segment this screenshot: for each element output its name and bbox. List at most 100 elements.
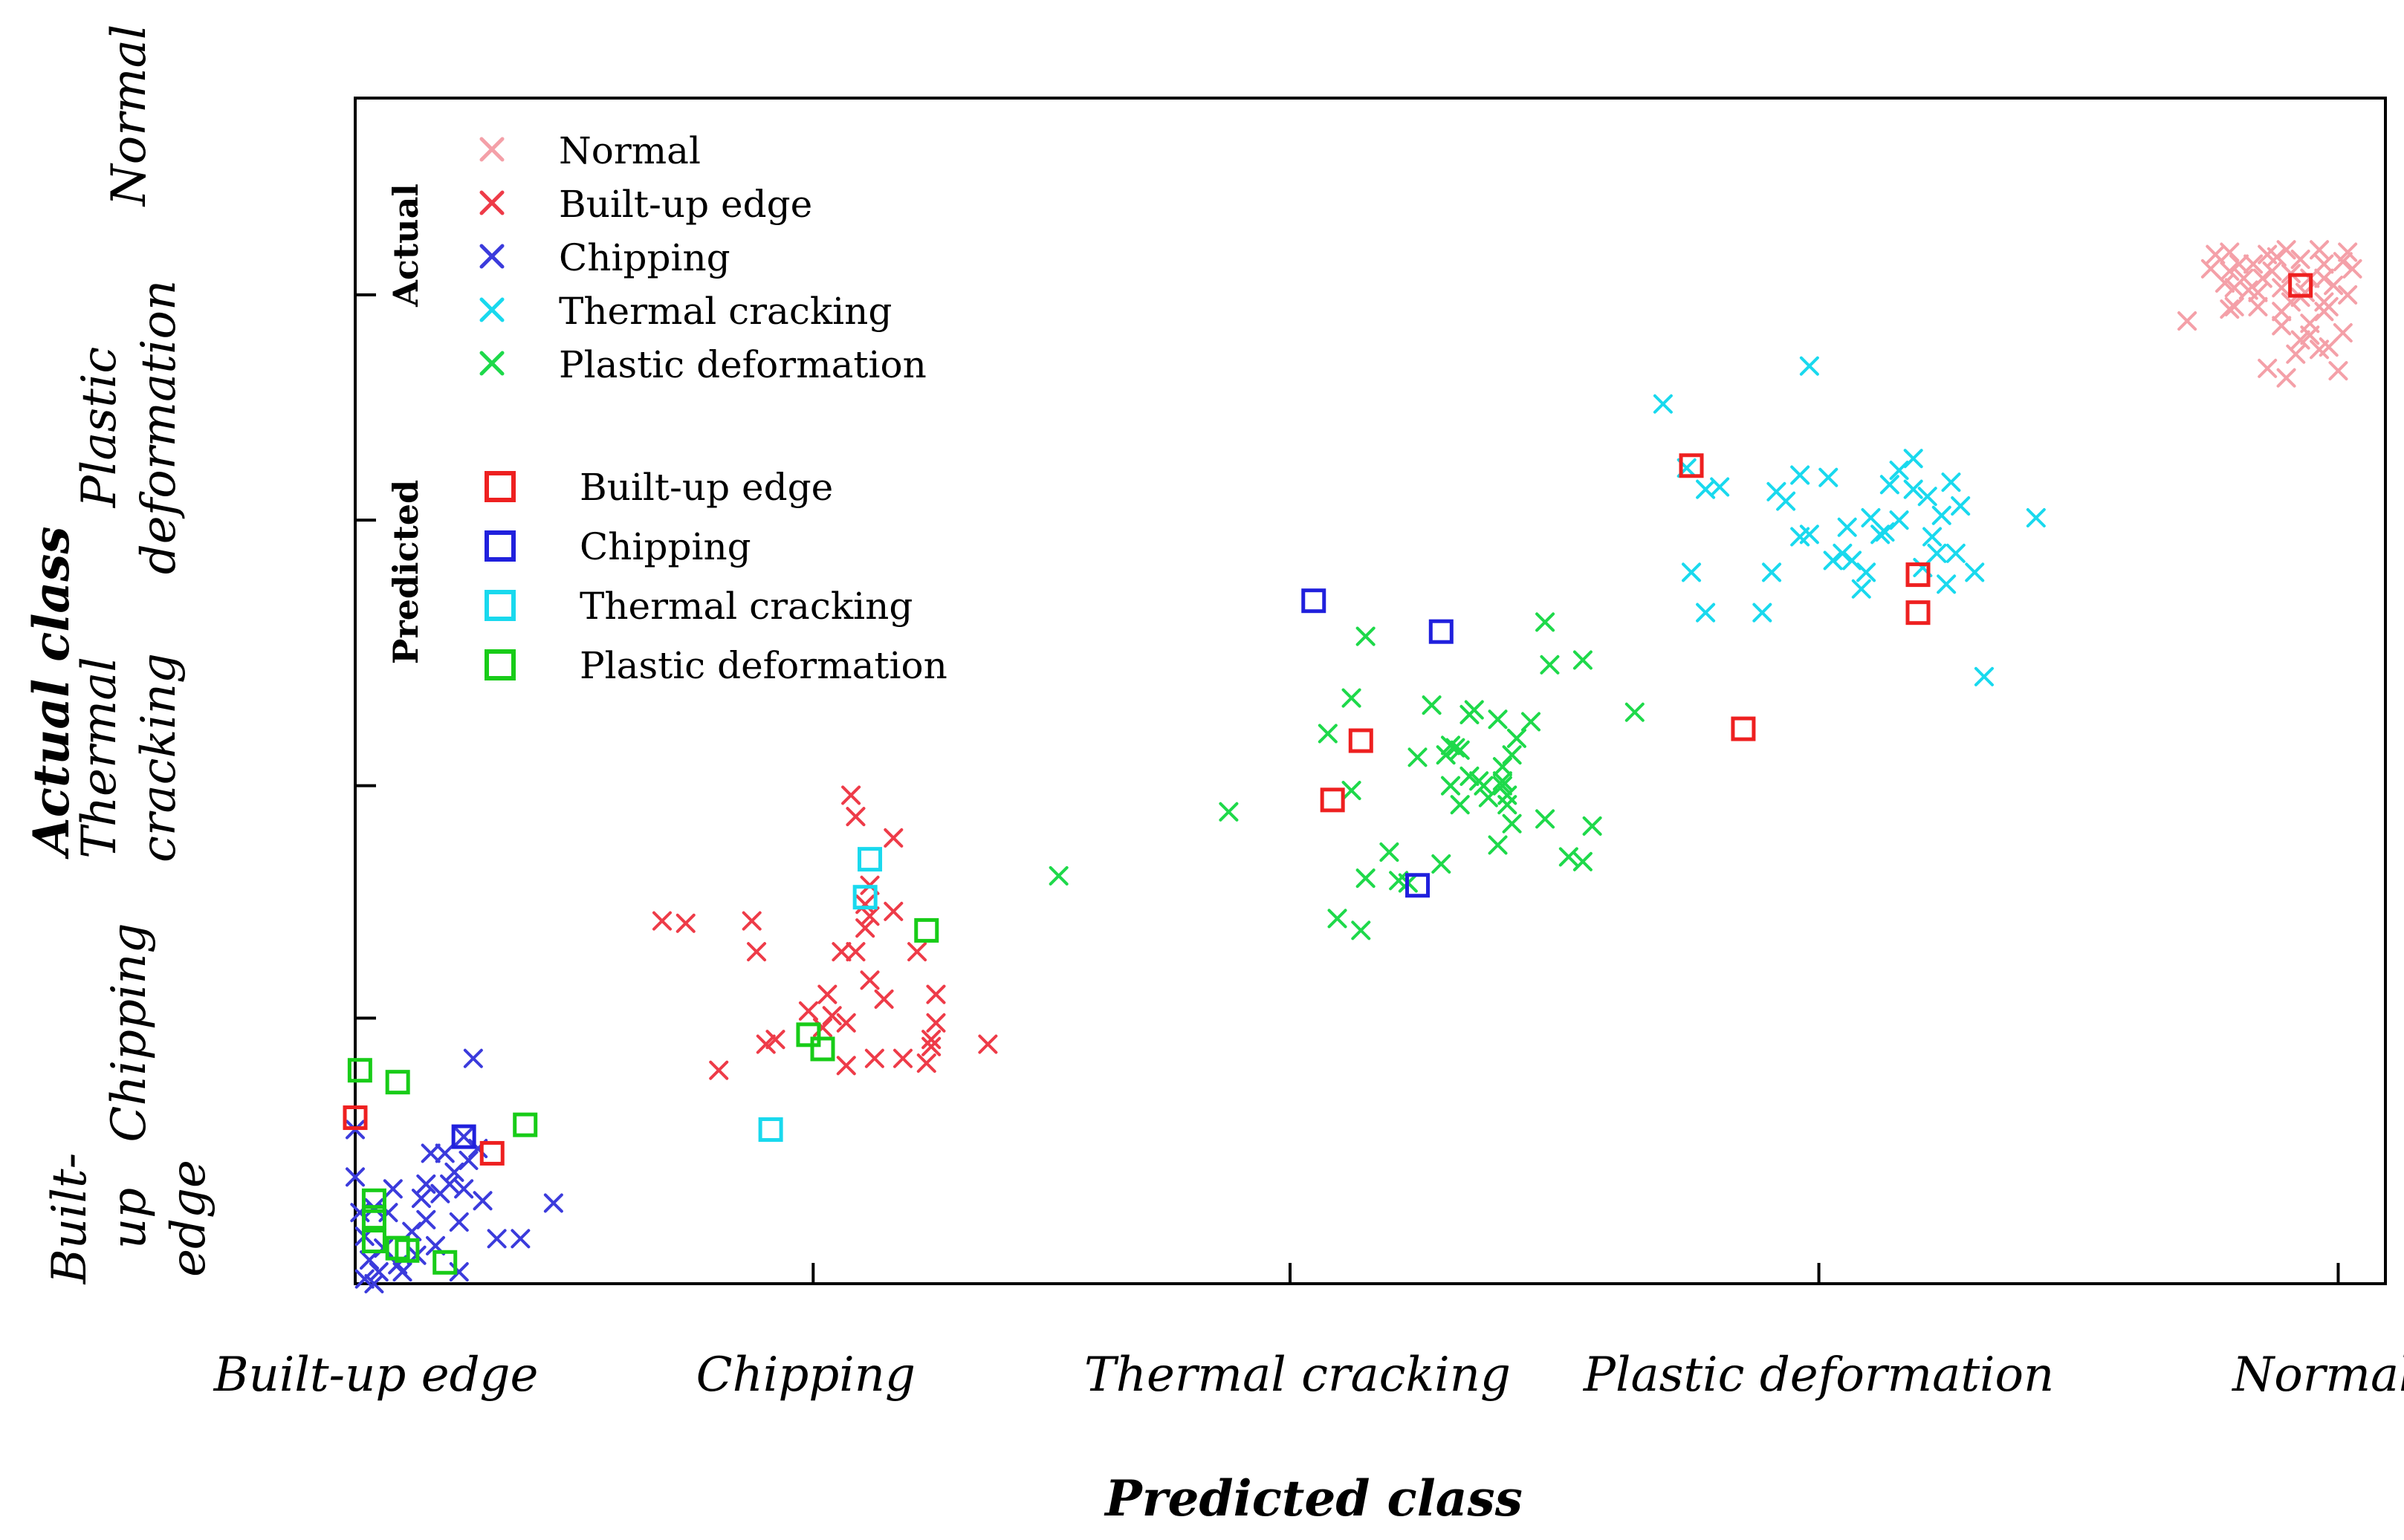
- data-point: [1450, 740, 1470, 760]
- legend-predicted-entry: Built-up edge: [485, 466, 833, 509]
- data-point: [421, 1143, 441, 1163]
- legend-actual-entry: Thermal cracking: [479, 290, 892, 333]
- data-point: [416, 1209, 436, 1229]
- data-point: [513, 1112, 538, 1137]
- data-point: [2258, 358, 2278, 378]
- y-tick-label: Built-upedge: [42, 1153, 216, 1285]
- legend-marker: [485, 471, 516, 502]
- data-point: [1937, 574, 1957, 594]
- legend-actual-entry: Chipping: [479, 236, 730, 279]
- data-point: [1922, 527, 1943, 547]
- data-point: [1441, 776, 1461, 796]
- data-point: [1624, 702, 1645, 722]
- data-point: [1905, 600, 1931, 626]
- data-point: [1856, 562, 1876, 582]
- data-point: [2224, 296, 2244, 316]
- x-tick-labels: Built-up edge Chipping Thermal cracking Pla…: [213, 1348, 2404, 1403]
- y-tick-labels: Built-upedge Chipping Thermalcracking Plast…: [42, 25, 216, 1284]
- data-point: [2290, 250, 2310, 270]
- data-point: [2243, 254, 2264, 274]
- data-point: [1837, 517, 1857, 537]
- data-point: [921, 1030, 942, 1050]
- data-point: [479, 1140, 505, 1166]
- data-point: [852, 885, 878, 910]
- data-point: [2248, 296, 2268, 316]
- data-point: [1422, 695, 1442, 715]
- data-point: [1945, 543, 1966, 563]
- data-point: [1492, 757, 1512, 777]
- data-point: [444, 1162, 464, 1182]
- data-point: [1428, 619, 1454, 644]
- x-axis-label: Predicted class: [1104, 1469, 1523, 1527]
- data-point: [1917, 487, 1937, 507]
- series-predicted-chipping: [451, 588, 1454, 1149]
- legend-marker: [485, 590, 516, 621]
- data-point: [1710, 477, 1730, 497]
- data-point: [2314, 254, 2334, 274]
- data-point: [2288, 273, 2313, 298]
- data-point: [1318, 724, 1338, 744]
- data-point: [1445, 738, 1465, 758]
- series-actual-normal: [2177, 240, 2362, 388]
- series-actual-plastic-deformation: [1049, 612, 1645, 940]
- data-point: [432, 1250, 458, 1275]
- data-point: [1833, 543, 1853, 563]
- data-point: [836, 1013, 856, 1033]
- data-point: [511, 1229, 531, 1249]
- data-point: [1776, 491, 1796, 511]
- data-point: [864, 1048, 884, 1068]
- data-point: [2220, 299, 2240, 319]
- data-point: [1931, 505, 1951, 525]
- data-point: [1889, 510, 1909, 530]
- data-point: [1974, 666, 1994, 686]
- data-point: [1450, 795, 1470, 815]
- data-point: [1540, 654, 1560, 675]
- legend-label: Plastic deformation: [559, 343, 927, 386]
- data-point: [860, 970, 880, 990]
- data-point: [675, 913, 696, 933]
- data-point: [1842, 550, 1862, 571]
- data-point: [2286, 344, 2306, 364]
- data-point: [1355, 626, 1376, 646]
- data-point: [1502, 745, 1522, 765]
- data-point: [817, 984, 837, 1004]
- data-point: [1752, 602, 1772, 623]
- data-point: [347, 1058, 372, 1083]
- data-point: [914, 917, 939, 943]
- legend-predicted-entry: Plastic deformation: [485, 644, 947, 687]
- data-point: [2319, 337, 2339, 357]
- data-point: [354, 1269, 375, 1289]
- x-tick-label: Plastic deformation: [1583, 1348, 2054, 1403]
- data-point: [1851, 579, 1871, 599]
- data-point: [1459, 766, 1480, 786]
- data-point: [459, 1151, 479, 1171]
- data-point: [1572, 650, 1593, 670]
- data-point: [2229, 254, 2249, 274]
- y-axis-label: Actual class: [22, 526, 80, 860]
- legend-marker: [479, 244, 505, 269]
- legend-marker: [485, 649, 516, 680]
- data-point: [1572, 851, 1593, 871]
- data-point: [2276, 368, 2296, 388]
- data-point: [2177, 311, 2197, 331]
- data-point: [454, 1179, 474, 1199]
- data-point: [1905, 562, 1931, 588]
- legend-marker: [479, 351, 505, 376]
- legend-predicted-entry: Thermal cracking: [485, 585, 913, 628]
- data-point: [1355, 868, 1376, 888]
- data-point: [1492, 776, 1512, 796]
- data-point: [416, 1174, 436, 1194]
- legend-actual-entry: Normal: [479, 129, 701, 172]
- data-point: [921, 1036, 942, 1056]
- data-point: [1351, 920, 1371, 940]
- data-point: [841, 785, 861, 805]
- legend-label: Chipping: [580, 525, 751, 568]
- data-point: [1492, 771, 1512, 791]
- legend-marker: [479, 297, 505, 322]
- legend-label: Thermal cracking: [580, 585, 913, 628]
- x-tick-label: Chipping: [696, 1348, 916, 1403]
- data-point: [2262, 261, 2282, 282]
- legend-predicted-entries: Built-up edge Chipping Thermal cracking Pla…: [485, 466, 947, 687]
- x-tick-label: Normal: [2231, 1348, 2404, 1403]
- legend-actual-title: Actual: [386, 183, 426, 308]
